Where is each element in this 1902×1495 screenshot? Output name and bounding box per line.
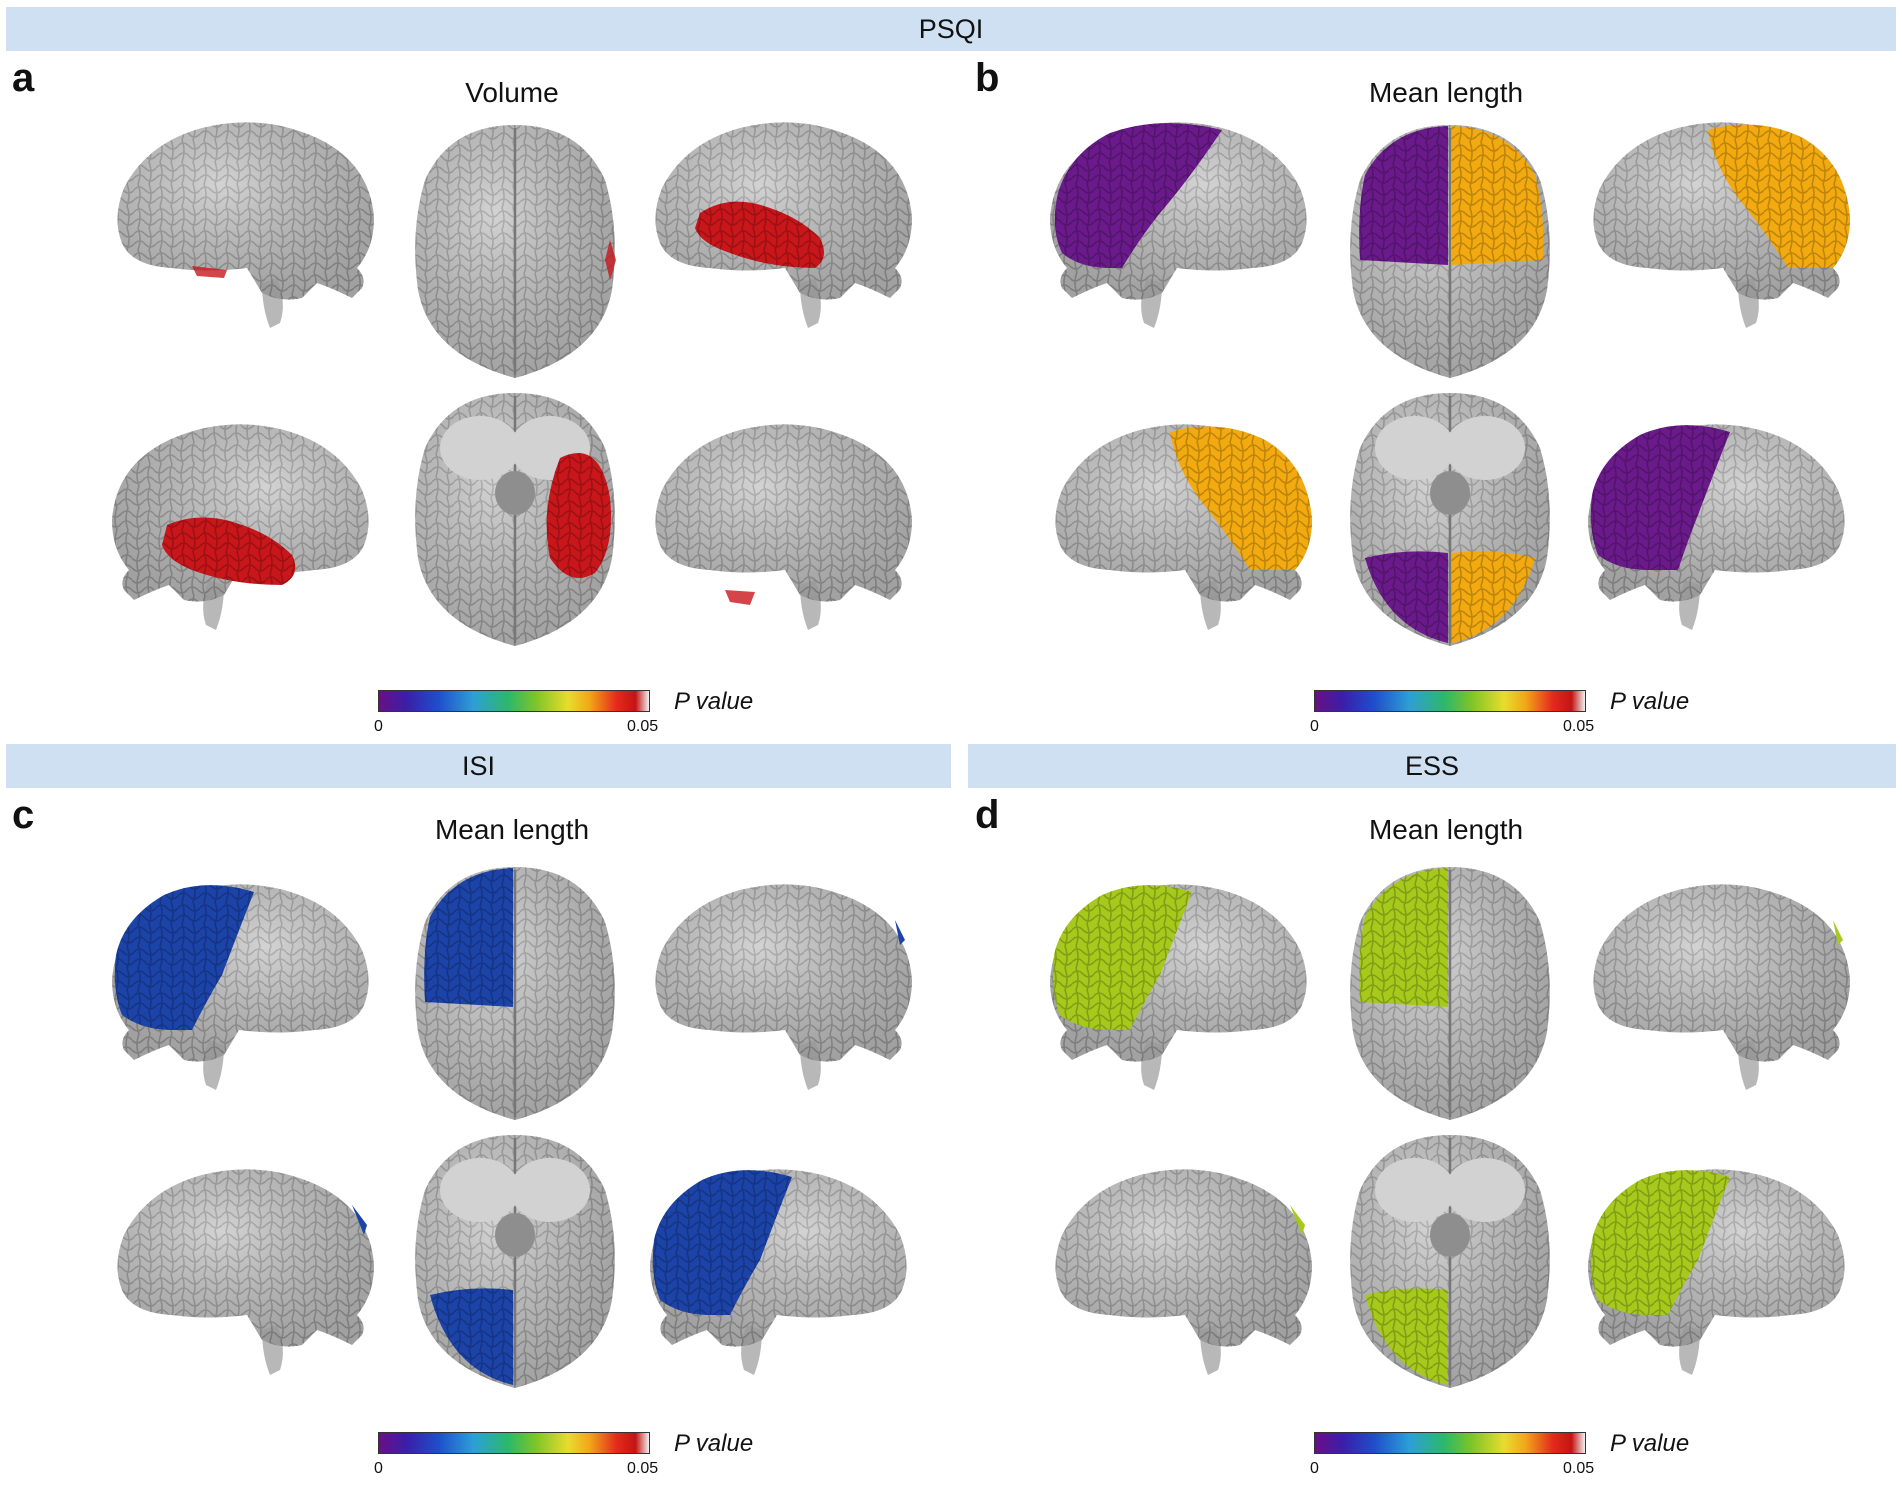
colorbar-a-title: P value (674, 688, 754, 715)
colorbar-a-max: 0.05 (627, 718, 659, 735)
brain-view-c-5 (413, 1133, 617, 1390)
brain-view-c-1 (112, 884, 369, 1090)
brain-view-c-6 (650, 1169, 907, 1375)
brain-view-d-4 (1055, 1169, 1312, 1375)
colorbar-c-max: 0.05 (627, 1460, 659, 1477)
panel-letter-c: c (12, 793, 35, 837)
isi-band: ISI (6, 744, 951, 788)
colorbar-b-title: P value (1610, 688, 1690, 715)
brain-view-c-4 (117, 1169, 375, 1375)
brain-view-b-5 (1348, 391, 1552, 648)
brain-view-d-5 (1348, 1133, 1552, 1390)
colorbar-d-min: 0 (1310, 1460, 1319, 1477)
colorbar-d-gradient (1314, 1432, 1586, 1454)
brain-view-b-2 (1348, 123, 1552, 380)
brain-view-d-1 (1050, 884, 1307, 1090)
brain-view-d-6 (1588, 1169, 1845, 1375)
ess-band-label: ESS (1404, 750, 1460, 781)
brain-view-d-2 (1348, 865, 1552, 1122)
colorbar-c-gradient (378, 1432, 650, 1454)
panel-title-c: Mean length (434, 814, 590, 845)
brain-view-a-3 (655, 122, 912, 328)
panel-title-d: Mean length (1368, 814, 1524, 845)
isi-band-label: ISI (461, 750, 495, 781)
brain-view-a-2 (413, 123, 617, 380)
panel-letter-d: d (975, 793, 1000, 837)
colorbar-c-min: 0 (374, 1460, 383, 1477)
colorbar-b-gradient (1314, 690, 1586, 712)
colorbar-a-min: 0 (374, 718, 383, 735)
panel-c-brains (112, 865, 912, 1390)
ess-band: ESS (968, 744, 1896, 788)
panel-letter-b: b (975, 56, 1000, 100)
brain-view-b-6 (1588, 424, 1845, 630)
panel-b-brains (1050, 122, 1850, 648)
panel-title-b: Mean length (1368, 77, 1524, 108)
brain-view-a-6 (655, 424, 912, 630)
colorbar-b-min: 0 (1310, 718, 1319, 735)
brain-view-a-5 (413, 391, 617, 648)
brain-view-c-3 (655, 884, 912, 1090)
colorbar-b-max: 0.05 (1563, 718, 1595, 735)
psqi-band: PSQI (6, 7, 1896, 51)
colorbar-a-gradient (378, 690, 650, 712)
psqi-band-label: PSQI (918, 13, 984, 44)
panel-d-brains (1050, 865, 1850, 1390)
brain-view-b-1 (1050, 122, 1307, 328)
colorbar-d-max: 0.05 (1563, 1460, 1595, 1477)
brain-view-b-3 (1593, 122, 1850, 328)
colorbar-c-title: P value (674, 1430, 754, 1457)
panel-title-a: Volume (465, 77, 559, 108)
brain-view-c-2 (413, 865, 617, 1122)
brain-view-a-1 (117, 122, 375, 328)
panel-letter-a: a (12, 56, 35, 100)
brain-view-b-4 (1055, 424, 1312, 630)
brain-view-a-4 (112, 424, 369, 630)
brain-view-d-3 (1593, 884, 1850, 1090)
panel-a-brains (112, 122, 912, 648)
colorbar-d-title: P value (1610, 1430, 1690, 1457)
